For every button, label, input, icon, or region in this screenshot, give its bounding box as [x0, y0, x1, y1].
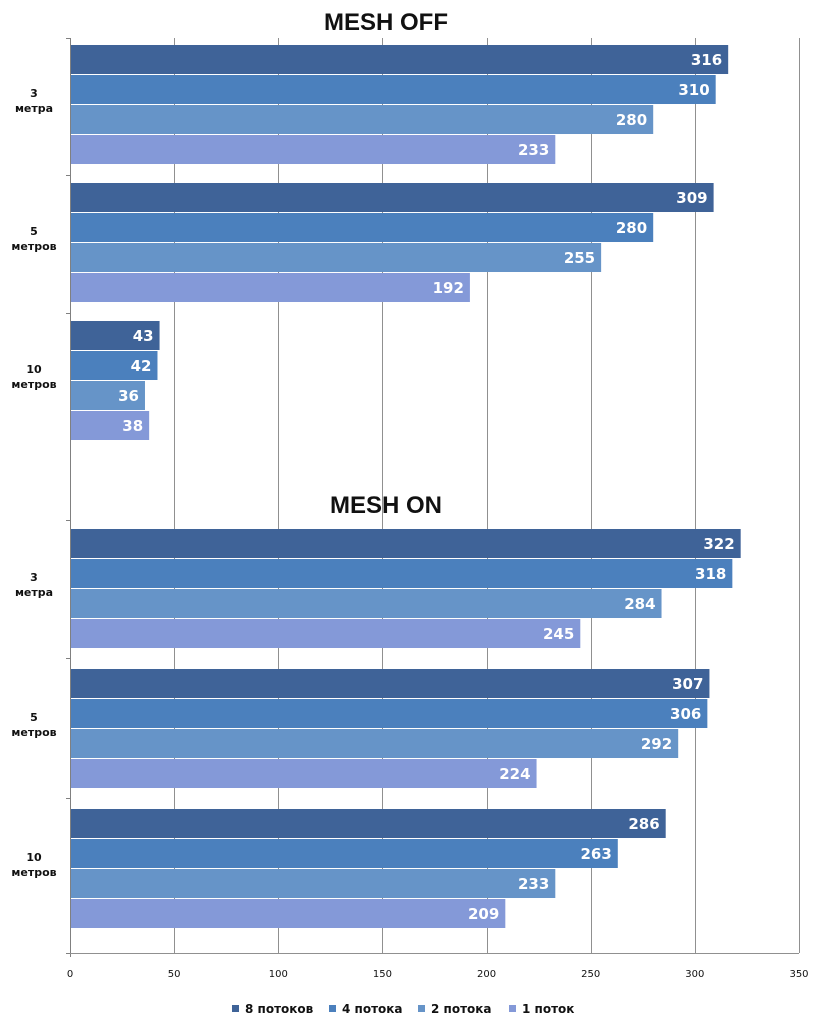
bar-value-label: 309: [676, 189, 707, 207]
bar-value-label: 233: [518, 875, 549, 893]
bar: [70, 381, 145, 410]
x-tick-label: 100: [269, 969, 288, 980]
x-axis: 0 50 100 150 200 250 300 350: [66, 38, 809, 980]
bar-value-label: 280: [616, 219, 647, 237]
x-tick-label: 350: [789, 969, 808, 980]
bar: [70, 45, 729, 74]
legend-item-label: 1 поток: [522, 1002, 574, 1016]
bar: [70, 809, 666, 838]
bar: [70, 183, 714, 212]
legend-swatch: [232, 1005, 239, 1012]
bar-value-label: 224: [499, 765, 530, 783]
bar: [70, 243, 602, 272]
x-tick-label: 250: [581, 969, 600, 980]
bar: [70, 619, 581, 648]
labels: MESH OFF 3 метра 316 310 280 233 5 метров 309 280 2…: [11, 9, 734, 923]
bar: [70, 321, 160, 350]
bar-value-label: 255: [564, 249, 595, 267]
bar-value-label: 316: [691, 51, 722, 69]
x-tick-label: 150: [373, 969, 392, 980]
bar: [70, 729, 679, 758]
bar-value-label: 233: [518, 141, 549, 159]
x-tick-label: 200: [477, 969, 496, 980]
x-tick-label: 300: [685, 969, 704, 980]
legend-item-label: 2 потока: [431, 1002, 492, 1016]
bar-value-label: 38: [122, 417, 143, 435]
category-label: 3 метра: [15, 571, 53, 599]
bar-value-label: 284: [624, 595, 655, 613]
bar: [70, 213, 654, 242]
legend-item-label: 4 потока: [342, 1002, 403, 1016]
bar-value-label: 42: [131, 357, 152, 375]
bar-value-label: 292: [641, 735, 672, 753]
panel-title: MESH ON: [330, 492, 442, 519]
category-label: 3 метра: [15, 87, 53, 115]
bar-value-label: 307: [672, 675, 703, 693]
bar-value-label: 318: [695, 565, 726, 583]
bar: [70, 135, 556, 164]
bar: [70, 869, 556, 898]
bar-value-label: 310: [678, 81, 709, 99]
bar-value-label: 322: [703, 535, 734, 553]
bar-value-label: 263: [580, 845, 611, 863]
bar: [70, 669, 710, 698]
bar-value-label: 36: [118, 387, 139, 405]
bar-value-label: 245: [543, 625, 574, 643]
x-tick-label: 0: [67, 969, 73, 980]
bar: [70, 759, 537, 788]
bar-value-label: 286: [628, 815, 659, 833]
bar: [70, 699, 708, 728]
bar: [70, 899, 506, 928]
category-label: 5 метров: [11, 225, 56, 253]
bar-value-label: 209: [468, 905, 499, 923]
bar: [70, 839, 618, 868]
bar: [70, 75, 716, 104]
legend-swatch: [418, 1005, 425, 1012]
panel-title: MESH OFF: [324, 9, 448, 36]
category-label: 10 метров: [11, 363, 56, 391]
category-label: 10 метров: [11, 851, 56, 879]
bar-value-label: 280: [616, 111, 647, 129]
bars: [70, 45, 741, 928]
category-label: 5 метров: [11, 711, 56, 739]
bar-value-label: 43: [133, 327, 154, 345]
bar: [70, 411, 150, 440]
bar-value-label: 192: [433, 279, 464, 297]
bar-value-label: 306: [670, 705, 701, 723]
bar: [70, 273, 470, 302]
bar: [70, 529, 741, 558]
legend-item-label: 8 потоков: [245, 1002, 314, 1016]
legend-swatch: [509, 1005, 516, 1012]
bar: [70, 105, 654, 134]
bar: [70, 559, 733, 588]
bar: [70, 351, 158, 380]
legend: 8 потоков 4 потока 2 потока 1 поток: [232, 1002, 574, 1016]
x-tick-label: 50: [168, 969, 181, 980]
legend-swatch: [329, 1005, 336, 1012]
bar: [70, 589, 662, 618]
